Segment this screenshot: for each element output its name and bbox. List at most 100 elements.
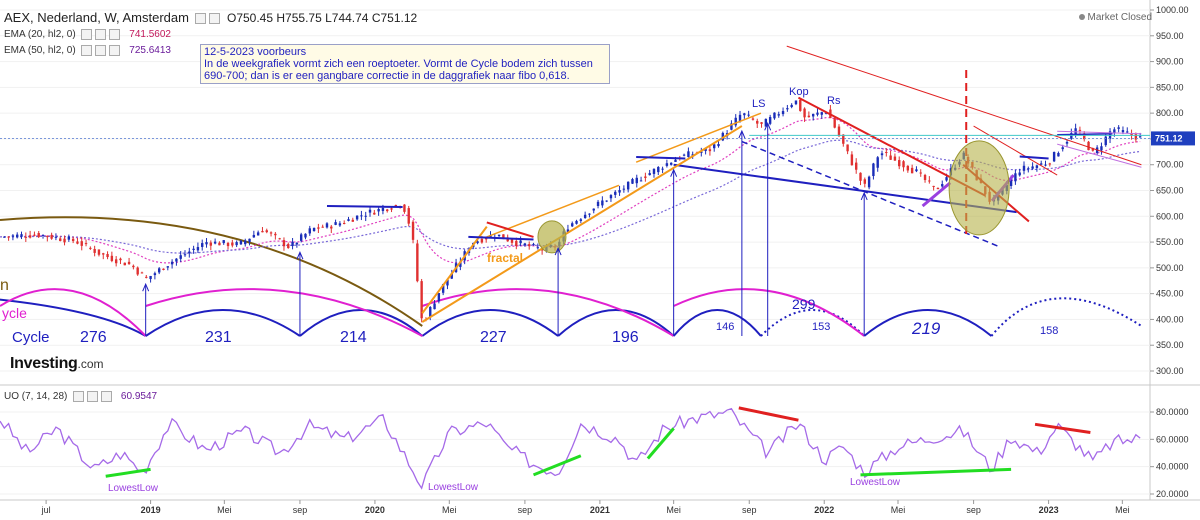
fractal-highlight [537,220,567,254]
ema50-settings-icon[interactable] [81,45,93,56]
note-line-2: In de weekgrafiek vormt zich een roeptoe… [204,58,593,70]
candle-body [919,172,922,174]
cycle-label: 219 [911,319,941,338]
last-price-label: 751.12 [1155,133,1183,143]
candle-body [1044,164,1047,166]
price-tick-label: 900.00 [1156,57,1184,67]
ema20-settings-icon[interactable] [81,29,93,40]
candle-body [596,201,600,207]
candle-body [278,238,281,240]
candle-body [502,234,505,240]
uo-settings-icon[interactable] [73,391,85,402]
candle-body [622,188,626,190]
candle-body [330,226,333,229]
pattern-label-ls: LS [752,98,765,110]
candle-body [1130,133,1133,136]
price-tick-label: 950.00 [1156,31,1184,41]
candle-body [437,293,441,302]
cycle-arc-magenta [421,288,675,337]
logo-domain: .com [77,357,104,371]
candle-body [343,223,346,225]
candle-body [175,258,178,262]
candle-body [84,243,88,245]
uo-close-icon[interactable] [101,391,113,402]
candle-body [807,115,811,118]
uo-legend[interactable]: UO (7, 14, 28) 60.9547 [4,391,157,402]
candle-body [902,161,905,168]
ema50-legend[interactable]: EMA (50, hl2, 0) 725.6413 [4,45,171,56]
time-tick-label: Mei [891,505,906,515]
ema20-visibility-icon[interactable] [95,29,107,40]
candle-body [1134,134,1138,140]
candle-body [347,219,350,221]
cycle-label: Cycle [12,329,50,346]
candle-body [114,259,118,264]
candle-body [76,241,79,244]
candle-body [480,238,484,243]
close-value: C751.12 [371,11,418,25]
candle-body [1018,172,1021,176]
market-status: Market Closed [1078,12,1152,23]
candle-body [407,208,410,224]
candle-body [386,209,389,212]
candle-body [106,254,109,258]
last-price-tag [1151,131,1195,146]
note-line-3: 690-700; dan is er een gangbare correcti… [204,70,570,82]
candle-body [876,157,879,168]
settings-icon[interactable] [195,13,207,25]
time-tick-label: 2020 [365,505,385,515]
candle-body [756,120,759,124]
candle-body [123,262,126,266]
cycle-label: 146 [716,321,734,333]
candle-body [704,148,707,152]
ema50-visibility-icon[interactable] [95,45,107,56]
visibility-icon[interactable] [209,13,221,25]
cycle-arc [0,298,147,337]
price-tick-label: 700.00 [1156,160,1184,170]
candle-body [381,208,385,211]
cycle-arrowhead [296,250,304,260]
candle-body [519,240,522,244]
candle-body [652,168,656,174]
long-cycle-arc [0,216,423,327]
candle-body [364,215,367,217]
candle-body [768,117,772,124]
candle-body [157,268,161,273]
cycle-label: 196 [612,329,639,346]
candle-body [743,113,746,116]
candle-body [811,113,815,117]
analysis-note[interactable]: 12-5-2023 voorbeurs In de weekgrafiek vo… [200,44,610,84]
candle-body [351,219,355,222]
candle-body [317,227,320,229]
uo-divergence-3 [646,427,675,460]
cycle-arc [145,309,301,337]
cycle-label-brown: n [0,277,9,294]
candle-body [248,238,251,242]
pattern-label-rs: Rs [827,95,841,107]
pattern-label-fractal: fractal [487,251,523,265]
uo-tick-label: 20.0000 [1156,489,1189,499]
ema20-legend[interactable]: EMA (20, hl2, 0) 741.5602 [4,29,171,40]
candle-body [910,167,914,174]
orange-trend-upper [421,226,488,314]
time-tick-label: 2019 [141,505,161,515]
candle-body [510,239,514,243]
candle-body [360,215,363,217]
purple-up-1 [921,181,952,208]
cycle-label-magenta: ycle [2,305,27,321]
ema50-close-icon[interactable] [109,45,121,56]
candle-body [1009,179,1013,186]
candle-body [867,176,871,188]
uo-visibility-icon[interactable] [87,391,99,402]
symbol-title[interactable]: AEX, Nederland, W, Amsterdam [4,10,189,25]
candle-body [837,126,841,137]
candle-body [450,273,453,279]
candle-body [291,241,294,247]
candle-body [295,242,299,245]
ema20-close-icon[interactable] [109,29,121,40]
candle-body [459,261,462,267]
candle-body [730,123,733,130]
time-tick-label: jul [41,505,51,515]
candle-body [923,174,927,181]
candle-body [1052,152,1056,162]
